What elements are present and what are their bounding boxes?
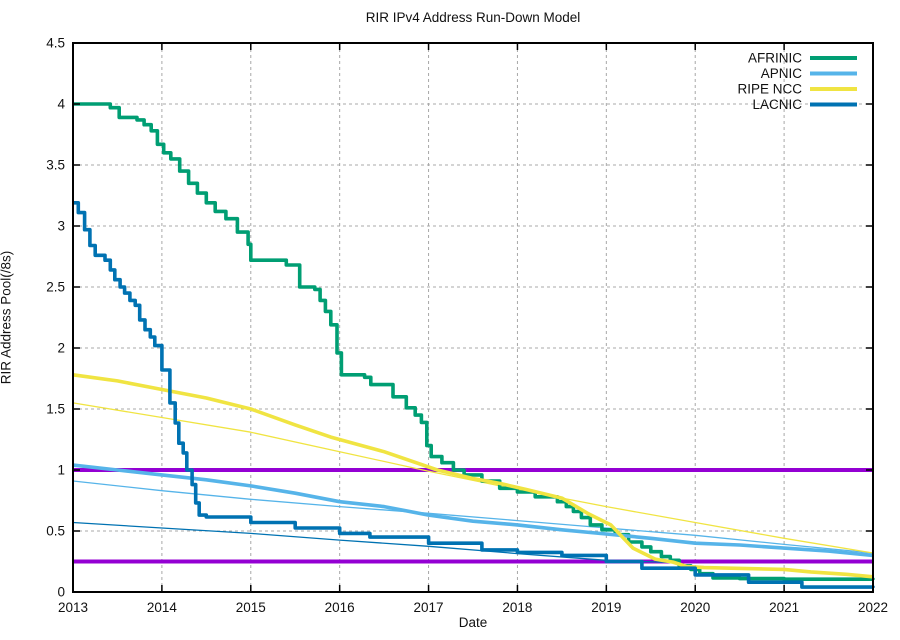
x-tick-label: 2017 [414,600,444,615]
x-tick-label: 2019 [591,600,621,615]
y-axis-title: RIR Address Pool(/8s) [0,250,14,385]
y-tick-label: 3 [57,219,65,234]
x-tick-label: 2013 [58,600,88,615]
series-ripe-ncc-model [72,402,874,554]
y-tick-label: 4.5 [46,36,65,51]
y-tick-label: 0.5 [46,524,65,539]
x-tick-label: 2016 [325,600,355,615]
x-tick-label: 2014 [147,600,178,615]
x-tick-label: 2021 [769,600,799,615]
y-tick-label: 1.5 [46,402,65,417]
y-tick-label: 0 [57,585,65,600]
series-ripe-ncc [72,373,874,579]
legend-label-apnic: APNIC [761,66,803,81]
x-tick-label: 2020 [680,600,710,615]
x-tick-label: 2015 [236,600,266,615]
y-tick-label: 2 [57,341,65,356]
x-tick-label: 2022 [858,600,888,615]
plot-border [72,42,874,593]
series-apnic [72,463,874,558]
legend-label-afrinic: AFRINIC [748,51,802,66]
x-tick-label: 2018 [502,600,532,615]
series-afrinic [73,102,875,581]
y-tick-label: 3.5 [46,158,65,173]
x-axis-title: Date [458,615,488,630]
legend-label-ripe-ncc: RIPE NCC [737,82,802,97]
series-lacnic [73,201,875,589]
y-tick-label: 2.5 [46,280,65,295]
y-tick-label: 1 [57,463,65,478]
chart-title: RIR IPv4 Address Run-Down Model [365,10,581,25]
series-lacnic-model [72,521,669,564]
legend-label-lacnic: LACNIC [752,97,802,112]
series-apnic-model [72,480,874,554]
y-tick-label: 4 [57,97,65,112]
